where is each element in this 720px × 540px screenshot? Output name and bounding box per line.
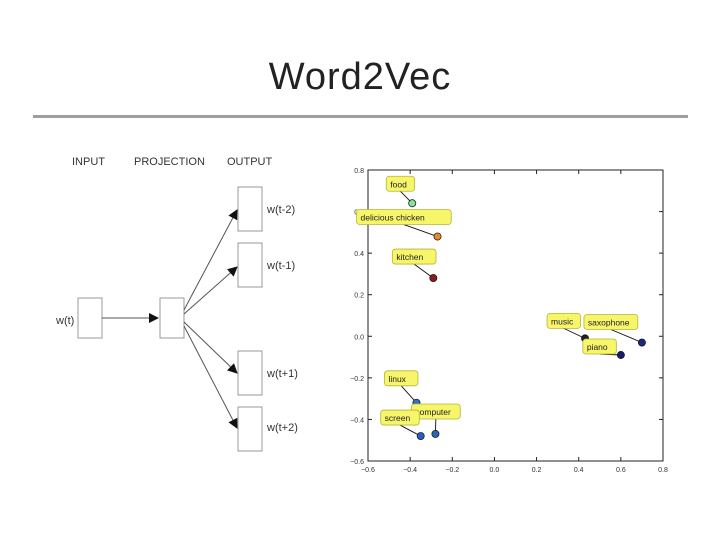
x-tick-label: 0.0 <box>490 467 500 474</box>
y-tick-label: 0.2 <box>354 293 364 300</box>
projection-box <box>159 297 185 339</box>
slide-title: Word2Vec <box>268 56 452 98</box>
x-tick-label: 0.4 <box>574 467 584 474</box>
x-tick-label: 0.2 <box>532 467 542 474</box>
output-word-2: w(t-1) <box>266 260 295 272</box>
input-word-label: w(t) <box>55 315 74 327</box>
input-header: INPUT <box>72 156 105 168</box>
data-point <box>616 351 625 359</box>
point-label: kitchen <box>396 252 423 262</box>
title-divider <box>33 115 688 118</box>
y-tick-label: 0.4 <box>354 251 364 258</box>
data-point <box>431 430 440 438</box>
x-tick-label: −0.2 <box>445 467 459 474</box>
point-label-box <box>583 314 639 330</box>
x-tick-label: 0.6 <box>616 467 626 474</box>
label-leader-line <box>403 224 438 237</box>
y-tick-label: −0.4 <box>350 417 364 424</box>
skipgram-diagram: INPUT PROJECTION OUTPUT w(t) w(t-2) w(t-… <box>55 156 298 452</box>
projection-arrow-2 <box>183 266 238 315</box>
point-label-box <box>385 175 416 192</box>
point-label-box <box>546 312 581 329</box>
x-tick-label: 0.8 <box>658 467 668 474</box>
point-label-box <box>380 409 420 426</box>
projection-arrow-4 <box>183 325 238 429</box>
data-point <box>637 338 646 347</box>
y-tick-label: −0.6 <box>350 459 364 466</box>
projection-header: PROJECTION <box>134 156 205 168</box>
output-box-2 <box>237 242 263 288</box>
x-tick-label: −0.6 <box>361 467 375 474</box>
projection-arrow-1 <box>183 209 238 311</box>
point-label-box <box>384 370 419 387</box>
point-label: music <box>551 316 574 326</box>
output-box-1 <box>237 186 263 232</box>
output-box-3 <box>237 350 263 396</box>
point-label: piano <box>587 342 608 352</box>
data-point <box>416 432 425 441</box>
point-label: linux <box>388 374 406 384</box>
output-word-4: w(t+2) <box>266 422 298 434</box>
y-tick-label: 0.8 <box>354 168 364 175</box>
label-leader-line <box>413 263 434 279</box>
point-label: saxophone <box>588 318 630 328</box>
x-tick-label: −0.4 <box>403 467 417 474</box>
point-label-box <box>356 209 452 225</box>
point-label: screen <box>385 413 411 423</box>
point-label-box <box>582 338 617 355</box>
output-header: OUTPUT <box>227 156 273 168</box>
data-point <box>429 274 438 283</box>
point-label-box <box>391 248 437 265</box>
data-point <box>433 232 442 241</box>
point-label: computer <box>415 407 451 417</box>
point-label: food <box>390 179 407 189</box>
embedding-scatter-plot: −0.6−0.4−0.20.00.20.40.60.80.80.60.40.20… <box>350 168 668 474</box>
y-tick-label: −0.2 <box>350 376 364 383</box>
projection-arrow-3 <box>183 321 238 374</box>
point-label: delicious chicken <box>361 213 426 223</box>
output-word-3: w(t+1) <box>266 368 298 380</box>
output-word-1: w(t-2) <box>266 204 295 216</box>
output-box-4 <box>237 406 263 452</box>
label-leader-line <box>610 329 643 343</box>
input-box <box>77 297 103 339</box>
y-tick-label: 0.0 <box>354 334 364 341</box>
data-point <box>408 199 417 208</box>
